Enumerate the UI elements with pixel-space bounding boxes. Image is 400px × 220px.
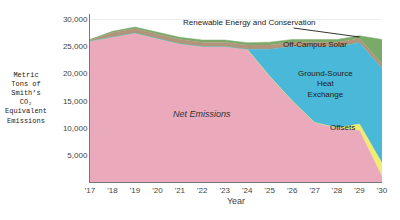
svg-text:25,000: 25,000 [63, 42, 88, 51]
svg-text:'21: '21 [175, 186, 186, 195]
svg-text:10,000: 10,000 [63, 124, 88, 133]
svg-text:'24: '24 [242, 186, 253, 195]
svg-text:Off-Campus Solar: Off-Campus Solar [283, 40, 347, 49]
svg-text:5,000: 5,000 [67, 151, 88, 160]
svg-text:'29: '29 [354, 186, 365, 195]
svg-text:15,000: 15,000 [63, 97, 88, 106]
svg-text:'30: '30 [377, 186, 388, 195]
svg-text:'26: '26 [287, 186, 298, 195]
svg-text:Renewable Energy and Conservat: Renewable Energy and Conservation [183, 18, 316, 27]
svg-text:'22: '22 [197, 186, 208, 195]
svg-text:'19: '19 [130, 186, 141, 195]
svg-text:Net Emissions: Net Emissions [173, 109, 231, 119]
svg-text:Year: Year [227, 196, 245, 206]
svg-text:'28: '28 [332, 186, 343, 195]
svg-text:'27: '27 [309, 186, 320, 195]
svg-text:'23: '23 [220, 186, 231, 195]
svg-text:Ground-SourceHeatExchange: Ground-SourceHeatExchange [298, 69, 353, 99]
svg-text:'18: '18 [107, 186, 118, 195]
svg-text:20,000: 20,000 [63, 69, 88, 78]
svg-text:'25: '25 [264, 186, 275, 195]
svg-text:MetricTons ofSmith’sCO₂Equival: MetricTons ofSmith’sCO₂EquivalentEmissio… [5, 71, 47, 125]
svg-text:'17: '17 [85, 186, 96, 195]
svg-text:30,000: 30,000 [63, 15, 88, 24]
svg-text:'20: '20 [152, 186, 163, 195]
svg-text:Offsets: Offsets [330, 123, 355, 132]
